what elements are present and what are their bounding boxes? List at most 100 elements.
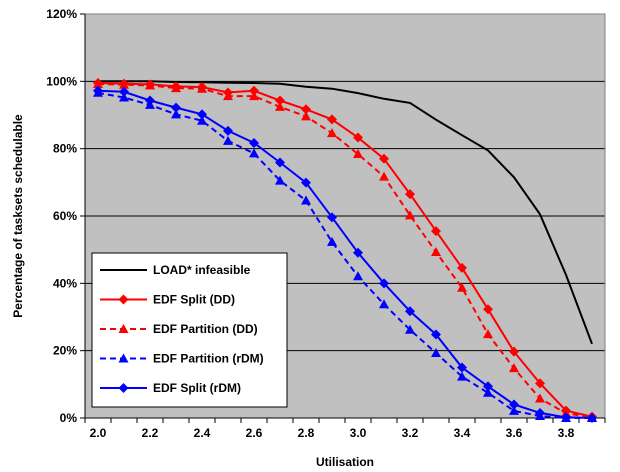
- x-axis-title: Utilisation: [316, 455, 374, 469]
- data-point-diamond: [431, 226, 441, 237]
- data-point-diamond: [275, 157, 285, 168]
- data-point-triangle: [301, 111, 311, 121]
- series-line: [98, 80, 593, 345]
- data-point-triangle: [171, 109, 181, 119]
- y-axis-title: Percentage of tasksets schedulable: [11, 114, 25, 318]
- data-point-triangle: [223, 135, 233, 145]
- y-tick-label: 0%: [60, 411, 78, 425]
- data-point-diamond: [119, 86, 129, 97]
- data-point-triangle: [509, 363, 519, 373]
- data-point-triangle: [118, 353, 129, 363]
- data-point-diamond: [587, 413, 597, 423]
- data-point-triangle: [353, 271, 363, 281]
- series-line: [97, 91, 592, 419]
- data-point-triangle: [379, 299, 389, 309]
- data-point-triangle: [405, 210, 415, 220]
- legend-item: EDF Split (DD): [100, 293, 235, 307]
- data-point-diamond: [483, 304, 493, 315]
- legend-item: EDF Partition (DD): [100, 322, 258, 336]
- data-point-diamond: [301, 177, 311, 188]
- data-point-triangle: [197, 83, 207, 93]
- series-line: [97, 83, 593, 419]
- x-tick-label: 3.8: [558, 426, 575, 440]
- data-point-diamond: [353, 132, 363, 143]
- legend-item: LOAD* infeasible: [100, 263, 251, 277]
- series-3: [93, 87, 597, 422]
- data-point-triangle: [483, 329, 493, 339]
- legend-item: EDF Partition (rDM): [100, 352, 264, 366]
- data-point-triangle: [535, 393, 545, 403]
- y-axis-ticks: 0% 20% 40% 60% 80% 100% 120%: [46, 7, 86, 425]
- data-point-triangle: [223, 91, 233, 101]
- data-point-diamond: [197, 109, 207, 120]
- data-point-triangle: [483, 387, 493, 397]
- data-point-triangle: [275, 175, 285, 185]
- data-point-diamond: [379, 278, 389, 289]
- x-tick-label: 2.8: [298, 426, 315, 440]
- x-tick-label: 2.2: [142, 426, 159, 440]
- data-point-triangle: [405, 324, 415, 334]
- data-point-triangle: [327, 128, 337, 138]
- data-point-diamond: [93, 85, 103, 96]
- y-tick-label: 60%: [53, 209, 77, 223]
- data-point-diamond: [249, 85, 259, 96]
- data-point-triangle: [171, 83, 181, 93]
- x-axis-ticks: 2.0 2.2 2.4 2.6 2.8 3.0 3.2 3.4 3.6 3.8: [84, 417, 606, 440]
- series-0: [98, 80, 593, 345]
- y-tick-label: 20%: [53, 344, 77, 358]
- x-tick-label: 3.6: [506, 426, 523, 440]
- data-point-triangle: [93, 79, 103, 89]
- data-point-diamond: [275, 95, 285, 106]
- data-point-diamond: [405, 189, 415, 200]
- data-point-diamond: [457, 262, 467, 273]
- data-point-diamond: [483, 381, 493, 392]
- data-point-triangle: [197, 115, 207, 125]
- data-point-diamond: [353, 247, 363, 258]
- data-point-triangle: [353, 149, 363, 159]
- data-point-diamond: [535, 407, 545, 418]
- data-point-triangle: [327, 236, 337, 246]
- data-point-diamond: [171, 102, 181, 113]
- data-point-diamond: [118, 383, 129, 393]
- data-point-diamond: [457, 362, 467, 373]
- data-point-triangle: [249, 148, 259, 158]
- series-line: [97, 89, 593, 419]
- data-point-diamond: [118, 294, 129, 305]
- x-tick-label: 3.4: [454, 426, 471, 440]
- y-tick-label: 80%: [53, 142, 77, 156]
- data-point-triangle: [431, 348, 441, 358]
- legend: LOAD* infeasible EDF Split (DD) EDF Partit…: [91, 252, 288, 408]
- legend-item: EDF Split (rDM): [100, 381, 241, 395]
- data-point-triangle: [457, 371, 467, 381]
- series-4: [93, 85, 597, 423]
- data-point-diamond: [223, 125, 233, 136]
- legend-label: EDF Partition (DD): [153, 322, 258, 336]
- data-point-triangle: [301, 195, 311, 205]
- data-point-triangle: [457, 282, 467, 292]
- x-tick-label: 3.2: [402, 426, 419, 440]
- series-lines: [93, 78, 597, 423]
- data-point-diamond: [431, 329, 441, 340]
- data-point-triangle: [275, 101, 285, 111]
- y-tick-label: 100%: [46, 74, 77, 88]
- data-point-diamond: [405, 306, 415, 317]
- data-point-triangle: [509, 405, 519, 415]
- y-tick-label: 120%: [46, 7, 77, 21]
- legend-label: EDF Split (DD): [153, 293, 235, 307]
- data-point-triangle: [145, 80, 155, 90]
- x-tick-label: 2.4: [194, 426, 211, 440]
- data-point-diamond: [327, 114, 337, 125]
- x-tick-label: 2.6: [246, 426, 263, 440]
- y-tick-label: 40%: [53, 276, 77, 290]
- x-tick-label: 2.0: [90, 426, 107, 440]
- data-point-triangle: [119, 79, 129, 89]
- data-point-diamond: [509, 399, 519, 410]
- data-point-triangle: [118, 324, 129, 333]
- legend-label: EDF Partition (rDM): [153, 352, 264, 366]
- data-point-diamond: [379, 153, 389, 164]
- data-point-diamond: [327, 212, 337, 223]
- data-point-diamond: [249, 137, 259, 148]
- data-point-triangle: [249, 91, 259, 101]
- legend-label: LOAD* infeasible: [153, 263, 251, 277]
